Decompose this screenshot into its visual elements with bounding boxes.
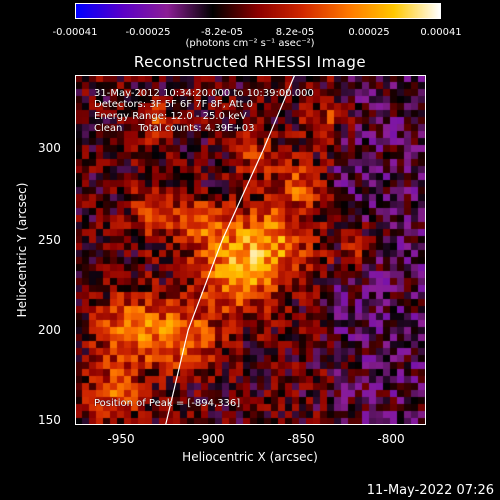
limb-overlay — [165, 75, 296, 425]
x-tick-label: -900 — [197, 432, 225, 446]
generation-date: 11-May-2022 07:26 — [366, 483, 494, 498]
colorbar-units: (photons cm⁻² s⁻¹ asec⁻²) — [185, 38, 315, 49]
x-tick-label: -950 — [107, 432, 135, 446]
detectors-label: Detectors: 3F 5F 6F 7F 8F, Att 0 — [94, 99, 254, 110]
colorbar-tick: 0.00041 — [420, 27, 462, 38]
chart-title: Reconstructed RHESSI Image — [133, 53, 367, 71]
colorbar-tick: 8.2e-05 — [275, 27, 315, 38]
time-range-label: 31-May-2012 10:34:20.000 to 10:39:00.000 — [94, 88, 314, 99]
solar-limb-curve — [165, 75, 296, 425]
energy-range-label: Energy Range: 12.0 - 25.0 keV — [94, 111, 247, 122]
y-axis-label: Heliocentric Y (arcsec) — [15, 182, 29, 318]
heatmap-image — [75, 75, 426, 425]
x-axis-label: Heliocentric X (arcsec) — [182, 450, 318, 464]
colorbar-tick: 0.00025 — [348, 27, 390, 38]
y-tick-label: 150 — [38, 413, 61, 427]
x-tick-label: -800 — [377, 432, 405, 446]
y-tick-label: 250 — [38, 233, 61, 247]
clean-counts-label: Clean Total counts: 4.39E+03 — [94, 123, 255, 134]
colorbar-tick: -0.00041 — [52, 27, 98, 38]
colorbar-tick: -8.2e-05 — [201, 27, 243, 38]
x-tick-label: -850 — [287, 432, 315, 446]
colorbar — [75, 3, 441, 19]
y-tick-label: 300 — [38, 141, 61, 155]
y-tick-label: 200 — [38, 323, 61, 337]
peak-position-label: Position of Peak = [-894,336] — [94, 398, 241, 409]
colorbar-tick: -0.00025 — [125, 27, 171, 38]
